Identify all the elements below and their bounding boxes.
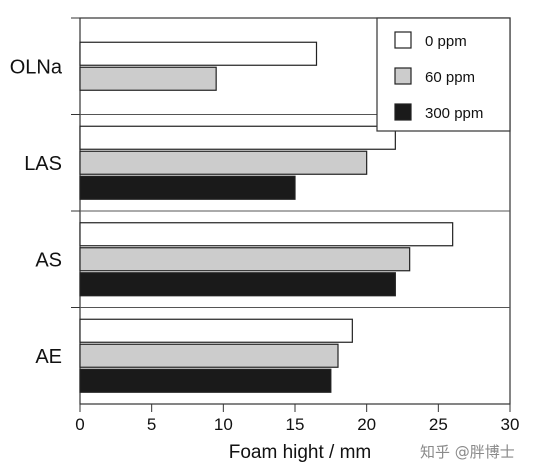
- bar-as-0-ppm: [79, 222, 454, 247]
- bar-las-0-ppm: [79, 125, 396, 150]
- x-tick-label: 30: [501, 415, 520, 434]
- x-tick-label: 20: [357, 415, 376, 434]
- watermark: 知乎 @胖博士: [420, 443, 515, 461]
- category-label: OLNa: [10, 56, 63, 78]
- bar-ae-60-ppm: [79, 343, 339, 368]
- bar-ae-0-ppm: [79, 318, 353, 343]
- legend-label: 300 ppm: [425, 105, 483, 122]
- x-tick-label: 25: [429, 415, 448, 434]
- x-tick-label: 10: [214, 415, 233, 434]
- legend-swatch: [394, 67, 412, 85]
- category-label: LAS: [24, 153, 62, 175]
- x-tick-label: 15: [286, 415, 305, 434]
- bar-ae-300-ppm: [79, 368, 332, 393]
- bar-olna-0-ppm: [79, 41, 318, 66]
- x-axis-title: Foam hight / mm: [229, 442, 372, 463]
- legend-swatch: [394, 31, 412, 49]
- bar-las-300-ppm: [79, 175, 296, 200]
- legend-label: 0 ppm: [425, 33, 467, 50]
- legend-swatch: [394, 103, 412, 121]
- bar-olna-60-ppm: [79, 66, 217, 91]
- bar-as-60-ppm: [79, 247, 411, 272]
- legend-label: 60 ppm: [425, 69, 475, 86]
- bar-as-300-ppm: [79, 272, 396, 297]
- category-label: AE: [35, 346, 62, 368]
- x-tick-label: 0: [75, 415, 84, 434]
- bar-las-60-ppm: [79, 150, 368, 175]
- category-label: AS: [35, 249, 62, 271]
- x-tick-label: 5: [147, 415, 156, 434]
